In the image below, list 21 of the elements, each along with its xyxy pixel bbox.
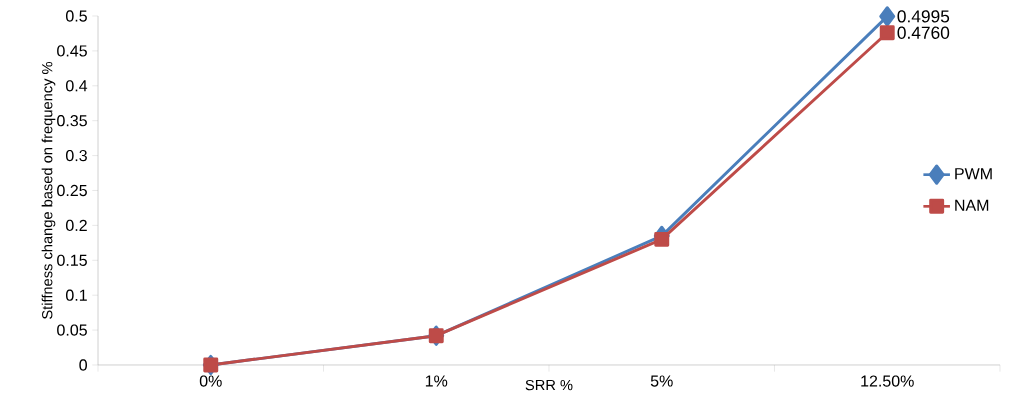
y-tick-label: 0.3 <box>66 149 87 162</box>
y-tick-label: 0.15 <box>57 254 87 266</box>
y-tick-label: 0.45 <box>57 45 87 57</box>
legend-label: NAM <box>955 199 989 211</box>
x-tick-label: 12.50% <box>861 375 914 387</box>
y-tick-label: 0.35 <box>57 115 87 127</box>
y-tick-label: 0 <box>79 359 87 371</box>
y-tick-label: 0.05 <box>57 324 87 336</box>
x-tick-label: 0% <box>199 375 222 387</box>
data-label: 0.4760 <box>897 26 950 39</box>
y-tick-label: 0.25 <box>57 184 87 197</box>
y-tick-label: 0.1 <box>66 289 87 301</box>
x-axis-title: SRR % <box>525 379 573 391</box>
x-tick-label: 1% <box>425 375 448 387</box>
y-axis-title: Stiffness change based on frequency % <box>41 61 56 319</box>
legend-label: PWM <box>955 168 992 180</box>
data-label: 0.4995 <box>897 10 950 23</box>
x-tick-label: 5% <box>650 375 673 387</box>
y-tick-label: 0.4 <box>66 80 88 92</box>
y-tick-label: 0.2 <box>66 219 87 232</box>
y-tick-label: 0.5 <box>66 10 87 22</box>
